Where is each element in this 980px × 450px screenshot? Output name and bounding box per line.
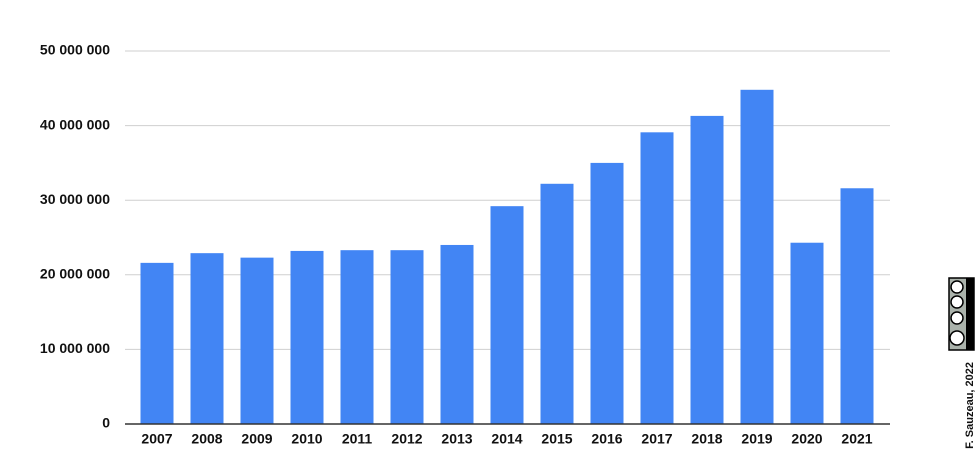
bar — [590, 162, 624, 424]
bar — [840, 188, 874, 424]
bar — [490, 206, 524, 424]
x-tick-label: 2011 — [342, 431, 373, 447]
bar — [190, 253, 224, 424]
y-tick-label: 10 000 000 — [40, 340, 110, 356]
y-tick-label: 40 000 000 — [40, 116, 110, 132]
x-tick-label: 2021 — [841, 431, 872, 447]
bar — [340, 250, 374, 424]
x-tick-label: 2019 — [741, 431, 772, 447]
bar — [290, 250, 324, 424]
bar — [640, 132, 674, 424]
x-tick-label: 2017 — [641, 431, 672, 447]
bar — [140, 262, 174, 424]
x-tick-label: 2015 — [541, 431, 572, 447]
bar — [740, 89, 774, 425]
x-tick-label: 2020 — [791, 431, 822, 447]
x-tick-label: 2013 — [441, 431, 472, 447]
bar — [440, 244, 474, 424]
y-tick-label: 0 — [102, 415, 110, 431]
bar — [240, 257, 274, 424]
cc-badge — [948, 277, 975, 351]
y-tick-label: 50 000 000 — [40, 42, 110, 58]
bar — [390, 250, 424, 424]
y-tick-label: 30 000 000 — [40, 191, 110, 207]
x-tick-label: 2014 — [491, 431, 522, 447]
x-tick-label: 2016 — [591, 431, 622, 447]
bar — [540, 183, 574, 424]
x-tick-label: 2018 — [691, 431, 722, 447]
x-tick-label: 2009 — [241, 431, 272, 447]
x-tick-label: 2008 — [191, 431, 222, 447]
x-tick-label: 2007 — [141, 431, 172, 447]
bar — [690, 115, 724, 424]
x-tick-label: 2010 — [291, 431, 322, 447]
x-tick-label: 2012 — [391, 431, 422, 447]
source-note: on: F. Sauzeau, 2022 — [964, 362, 976, 450]
y-tick-label: 20 000 000 — [40, 266, 110, 282]
bar — [790, 242, 824, 424]
